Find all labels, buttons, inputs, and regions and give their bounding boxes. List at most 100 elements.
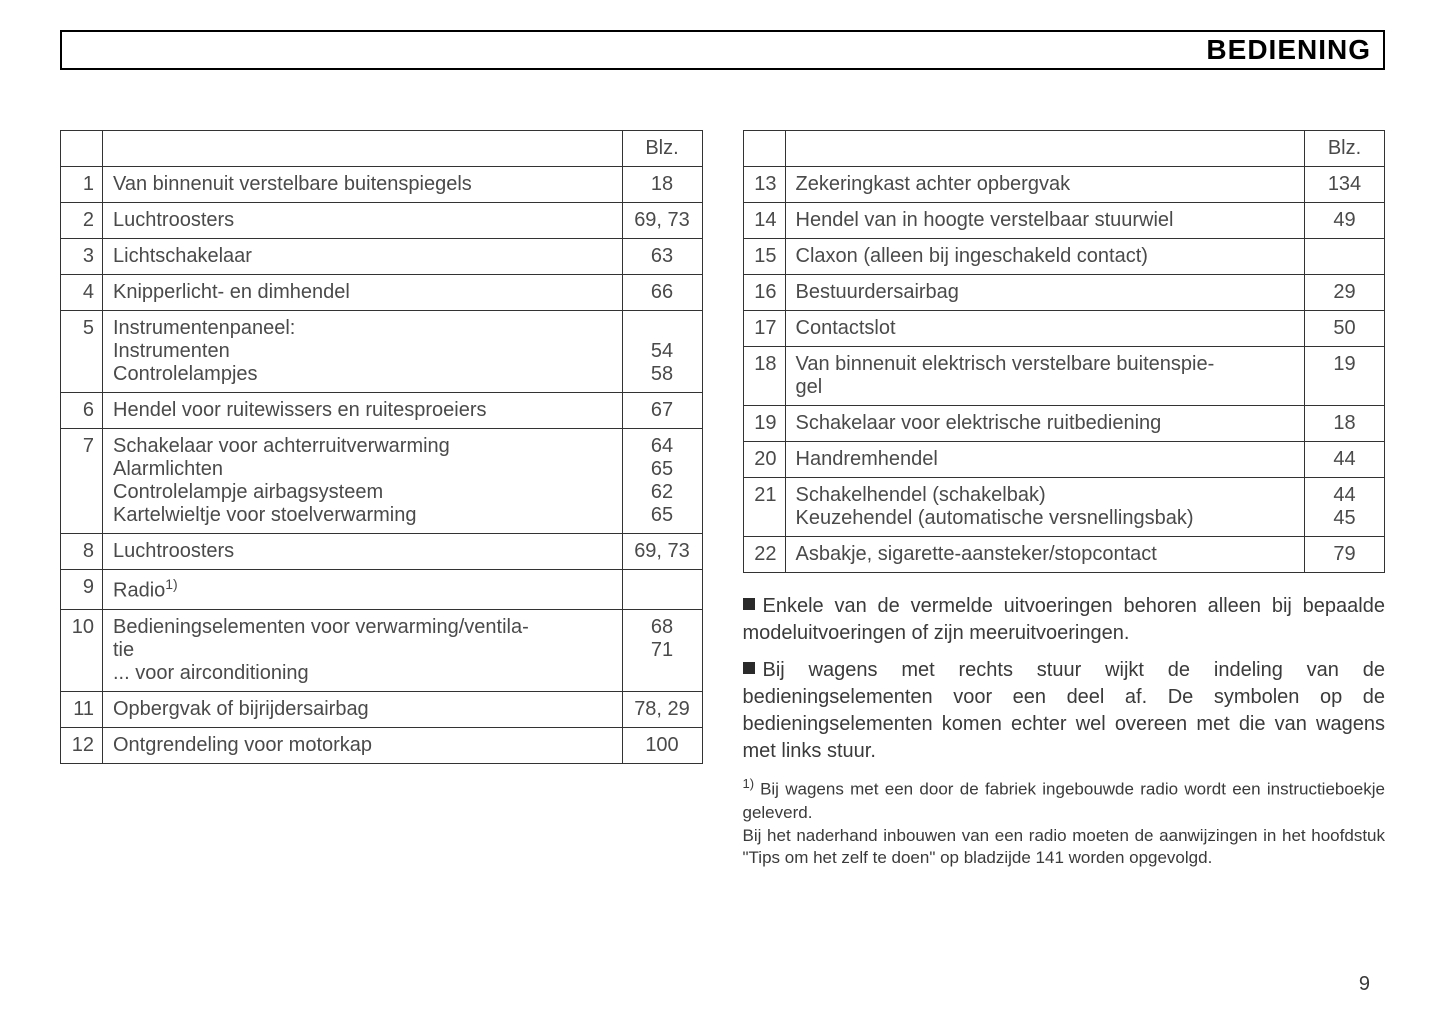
footnote-body: Bij wagens met een door de fabriek ingeb…	[743, 780, 1386, 868]
row-page: 18	[622, 167, 702, 203]
row-description: Knipperlicht- en dimhendel	[103, 275, 623, 311]
row-description: Van binnenuit verstelbare buitenspiegels	[103, 167, 623, 203]
table-row: 10Bedieningselementen voor verwarming/ve…	[61, 609, 703, 691]
row-description: Bedieningselementen voor verwarming/vent…	[103, 609, 623, 691]
note-text-1: Enkele van de vermelde uitvoeringen beho…	[743, 595, 1386, 644]
row-description: Schakelaar voor achterruitverwarmingAlar…	[103, 429, 623, 534]
row-page	[1305, 239, 1385, 275]
table-row: 17Contactslot50	[743, 311, 1385, 347]
row-number: 11	[61, 691, 103, 727]
row-description: Schakelaar voor elektrische ruitbedienin…	[785, 406, 1305, 442]
notes-block: Enkele van de vermelde uitvoeringen beho…	[743, 593, 1386, 870]
row-page: 29	[1305, 275, 1385, 311]
row-number: 2	[61, 203, 103, 239]
row-page: 79	[1305, 537, 1385, 573]
table-row: 12Ontgrendeling voor motorkap100	[61, 727, 703, 763]
note-bullet-1: Enkele van de vermelde uitvoeringen beho…	[743, 593, 1386, 647]
table-right: Blz. 13Zekeringkast achter opbergvak1341…	[743, 130, 1386, 573]
row-number: 16	[743, 275, 785, 311]
row-number: 7	[61, 429, 103, 534]
row-page: 69, 73	[622, 534, 702, 570]
row-number: 1	[61, 167, 103, 203]
row-page: 69, 73	[622, 203, 702, 239]
col-blz-header: Blz.	[1305, 131, 1385, 167]
row-number: 13	[743, 167, 785, 203]
content-columns: Blz. 1Van binnenuit verstelbare buitensp…	[60, 130, 1385, 880]
row-page: 18	[1305, 406, 1385, 442]
footnote: 1)Bij wagens met een door de fabriek ing…	[743, 775, 1386, 870]
row-description: Zekeringkast achter opbergvak	[785, 167, 1305, 203]
footnote-mark: 1)	[743, 776, 755, 791]
table-row: 6Hendel voor ruitewissers en ruitesproei…	[61, 393, 703, 429]
row-description: Van binnenuit elektrisch verstelbare bui…	[785, 347, 1305, 406]
row-description: Luchtroosters	[103, 534, 623, 570]
row-number: 9	[61, 570, 103, 610]
right-column: Blz. 13Zekeringkast achter opbergvak1341…	[743, 130, 1386, 880]
row-description: Hendel van in hoogte verstelbaar stuurwi…	[785, 203, 1305, 239]
table-row: 5Instrumentenpaneel:InstrumentenControle…	[61, 311, 703, 393]
row-page: 6871	[622, 609, 702, 691]
row-number: 22	[743, 537, 785, 573]
row-page: 4445	[1305, 478, 1385, 537]
row-page: 134	[1305, 167, 1385, 203]
page-number: 9	[1359, 973, 1370, 996]
row-page: 44	[1305, 442, 1385, 478]
row-number: 15	[743, 239, 785, 275]
row-description: Radio1)	[103, 570, 623, 610]
row-page: 50	[1305, 311, 1385, 347]
row-page: 19	[1305, 347, 1385, 406]
row-description: Bestuurdersairbag	[785, 275, 1305, 311]
row-page: 63	[622, 239, 702, 275]
note-text-2: Bij wagens met rechts stuur wijkt de ind…	[743, 659, 1386, 762]
row-number: 14	[743, 203, 785, 239]
row-description: Schakelhendel (schakelbak)Keuzehendel (a…	[785, 478, 1305, 537]
page-header: BEDIENING	[60, 30, 1385, 70]
row-description: Lichtschakelaar	[103, 239, 623, 275]
col-num-header	[743, 131, 785, 167]
header-title: BEDIENING	[1206, 34, 1371, 66]
table-row: 13Zekeringkast achter opbergvak134	[743, 167, 1385, 203]
table-row: 9Radio1)	[61, 570, 703, 610]
row-number: 4	[61, 275, 103, 311]
table-row: 14Hendel van in hoogte verstelbaar stuur…	[743, 203, 1385, 239]
row-page: 100	[622, 727, 702, 763]
table-row: 19Schakelaar voor elektrische ruitbedien…	[743, 406, 1385, 442]
row-number: 20	[743, 442, 785, 478]
row-number: 19	[743, 406, 785, 442]
row-page: 5458	[622, 311, 702, 393]
left-column: Blz. 1Van binnenuit verstelbare buitensp…	[60, 130, 703, 764]
table-row: 15Claxon (alleen bij ingeschakeld contac…	[743, 239, 1385, 275]
col-num-header	[61, 131, 103, 167]
row-page: 67	[622, 393, 702, 429]
row-description: Contactslot	[785, 311, 1305, 347]
col-desc-header	[103, 131, 623, 167]
row-page	[622, 570, 702, 610]
square-bullet-icon	[743, 598, 755, 610]
table-row: 4Knipperlicht- en dimhendel66	[61, 275, 703, 311]
table-row: 7Schakelaar voor achterruitverwarmingAla…	[61, 429, 703, 534]
row-page: 78, 29	[622, 691, 702, 727]
col-desc-header	[785, 131, 1305, 167]
row-description: Instrumentenpaneel:InstrumentenControlel…	[103, 311, 623, 393]
table-row: 8Luchtroosters69, 73	[61, 534, 703, 570]
row-number: 18	[743, 347, 785, 406]
row-number: 17	[743, 311, 785, 347]
row-number: 10	[61, 609, 103, 691]
table-row: 16Bestuurdersairbag29	[743, 275, 1385, 311]
table-row: 1Van binnenuit verstelbare buitenspiegel…	[61, 167, 703, 203]
row-page: 64656265	[622, 429, 702, 534]
row-number: 6	[61, 393, 103, 429]
square-bullet-icon	[743, 662, 755, 674]
table-row: 20Handremhendel44	[743, 442, 1385, 478]
row-description: Opbergvak of bijrijdersairbag	[103, 691, 623, 727]
row-description: Handremhendel	[785, 442, 1305, 478]
table-row: 2Luchtroosters69, 73	[61, 203, 703, 239]
row-description: Luchtroosters	[103, 203, 623, 239]
row-description: Claxon (alleen bij ingeschakeld contact)	[785, 239, 1305, 275]
table-row: 18Van binnenuit elektrisch verstelbare b…	[743, 347, 1385, 406]
table-left: Blz. 1Van binnenuit verstelbare buitensp…	[60, 130, 703, 764]
row-description: Hendel voor ruitewissers en ruitesproeie…	[103, 393, 623, 429]
row-number: 5	[61, 311, 103, 393]
superscript: 1)	[165, 576, 177, 592]
row-description: Ontgrendeling voor motorkap	[103, 727, 623, 763]
